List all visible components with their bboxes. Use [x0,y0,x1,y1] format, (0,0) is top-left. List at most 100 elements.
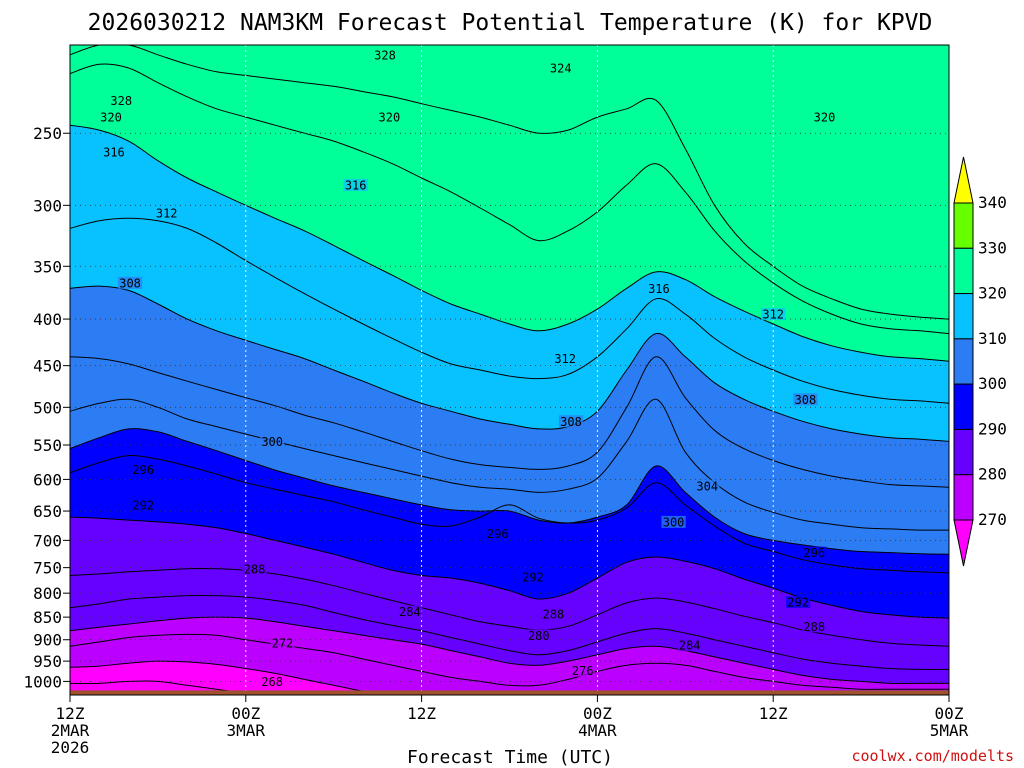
contour-label-bg [377,111,402,124]
isentrope-324 [70,63,949,335]
contour-label-bg [793,393,818,406]
x-tick-label: 3MAR [227,721,266,740]
isentrope-276 [70,633,949,690]
contour-label: 276 [572,664,594,678]
contour-label-bg [812,111,837,124]
colorbar-label: 280 [978,465,1007,484]
y-tick-label: 600 [33,470,62,489]
isentrope-312 [70,285,949,442]
colorbar-top-arrow [953,156,974,204]
contour-label: 308 [560,415,582,429]
contour-label-bg [558,415,584,428]
isentrope-300 [70,428,949,555]
contour-label-bg [485,527,510,540]
colorbar-label: 270 [978,510,1007,529]
colorbar-label: 300 [978,374,1007,393]
contour-label-bg [786,595,811,608]
contour-label: 316 [103,145,125,159]
colorbar-label: 340 [978,193,1007,212]
isentrope-304 [70,398,949,531]
contour-label: 296 [803,546,825,560]
contour-label: 312 [554,352,576,366]
contour-label-bg [109,94,134,107]
x-tick-label: 5MAR [930,721,969,740]
contour-label-bg [802,546,827,559]
contour-label-bg [397,605,422,618]
terrain-fill [70,690,949,695]
contour-label: 320 [100,111,122,125]
plot-frame [69,44,950,696]
contour-label: 296 [132,463,154,477]
isentrope-328 [70,45,949,320]
colorbar-cell [953,383,974,430]
contour-label-bg [802,620,827,633]
contour-label: 292 [522,571,544,585]
contour-label: 284 [399,605,421,619]
x-tick-label: 2026 [51,738,90,757]
x-tick-label: 12Z [759,704,788,723]
y-tick-label: 450 [33,357,62,376]
x-tick-label: 00Z [583,704,612,723]
colorbar-cell [953,338,974,385]
y-tick-label: 350 [33,257,62,276]
contour-label-bg [131,463,156,476]
colorbar-cell [953,202,974,249]
contour-label-bg [372,48,398,61]
contour-label-bg [260,675,285,688]
contour-label-bg [260,435,285,448]
y-tick-label: 650 [33,502,62,521]
contour-label-bg [570,664,595,677]
contour-label: 300 [663,515,685,529]
contour-label: 300 [261,435,283,449]
colorbar-label: 320 [978,284,1007,303]
contour-label: 288 [244,563,266,577]
contour-label-bg [553,352,578,365]
contour-label: 316 [648,282,670,296]
isentrope-296 [70,455,949,574]
colorbar: 270 280 290 300 310 320 330 340 [953,156,1007,567]
y-tick-label: 1000 [23,672,62,691]
contour-label-bg [343,179,368,192]
y-axis-ticks: 250 300 350 400 450 500 550 600 650 700 750 800 850 9… [23,124,70,691]
contour-label: 308 [795,393,817,407]
contour-label-bg [117,276,143,289]
contour-label-bg [131,498,156,511]
contour-label-bg [154,207,179,220]
x-tick-label: 4MAR [578,721,617,740]
x-axis-label: Forecast Time (UTC) [407,747,613,768]
isentrope-272 [70,660,949,695]
contour-label: 292 [787,595,809,609]
isentrope-284 [70,594,949,670]
colorbar-cell [953,247,974,295]
x-tick-label: 00Z [231,704,260,723]
contour-label: 268 [261,675,283,689]
contour-label-bg [242,563,267,576]
isentrope-308 [70,356,949,488]
y-tick-label: 250 [33,124,62,143]
contour-label-bg [646,282,672,295]
contour-label: 320 [814,111,836,125]
x-tick-label: 2MAR [51,721,90,740]
contour-label: 316 [345,179,367,193]
contour-label-bg [661,515,686,528]
isentrope-316 [70,217,949,404]
contour-label: 296 [487,527,509,541]
contour-label: 272 [272,636,294,650]
contour-label: 312 [762,308,784,322]
contour-label-bg [270,636,295,649]
y-tick-label: 800 [33,584,62,603]
y-tick-label: 900 [33,631,62,650]
y-tick-label: 950 [33,652,62,671]
contour-label-bg [695,479,720,492]
isentrope-268 [70,680,949,695]
terrain-strip [70,690,949,695]
band-328 [70,45,949,320]
isentrope-lines [70,45,949,695]
y-tick-label: 700 [33,531,62,550]
contour-label: 312 [156,207,178,221]
contour-label-bg [520,571,546,584]
colorbar-cell [953,474,974,521]
contour-label: 328 [374,48,396,62]
